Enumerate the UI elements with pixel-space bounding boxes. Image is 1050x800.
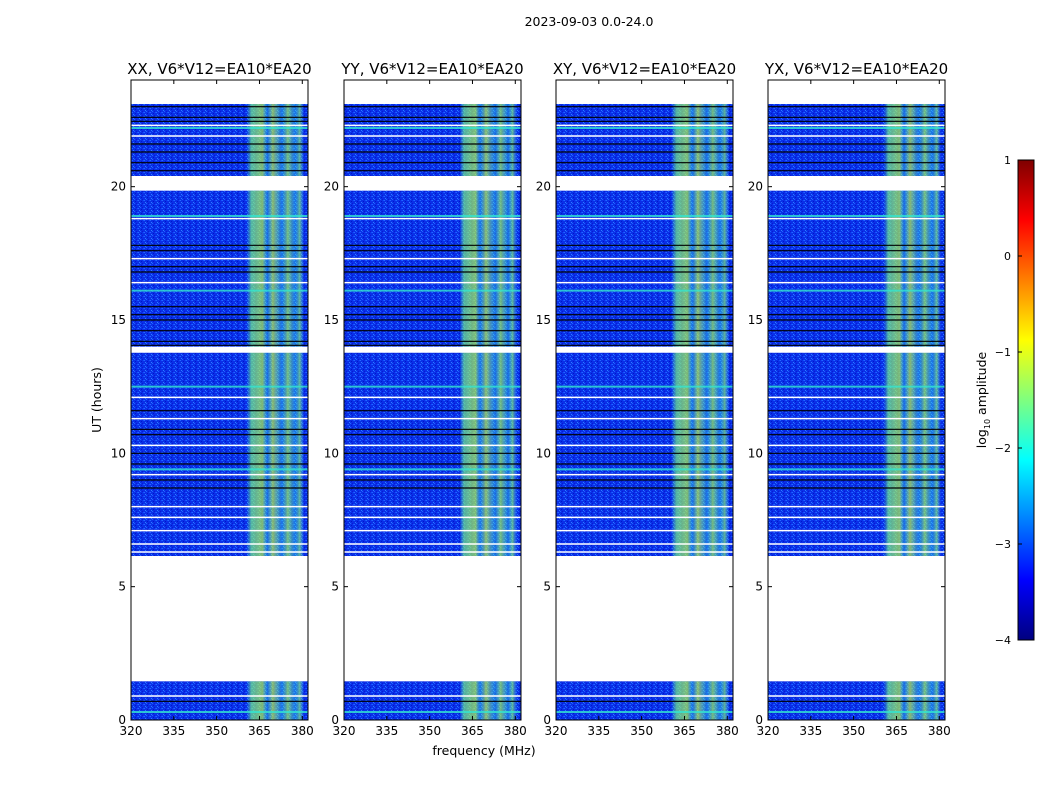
rfi-band <box>671 190 729 347</box>
rfi-band <box>246 190 304 347</box>
x-tick-label: 365 <box>885 724 908 738</box>
x-tick-label: 365 <box>461 724 484 738</box>
x-tick-label: 335 <box>587 724 610 738</box>
colorbar-tick-label: −4 <box>995 634 1011 647</box>
y-tick-label: 15 <box>111 313 126 327</box>
panel-title: XX, V6*V12=EA10*EA20 <box>127 60 311 78</box>
x-tick-label: 350 <box>842 724 865 738</box>
colorbar-ticks: 1 0 −1 −2 −3 −4 <box>995 154 1022 647</box>
y-tick-label: 10 <box>536 446 551 460</box>
colorbar-label: log10 amplitude <box>974 351 992 448</box>
y-tick-label: 5 <box>118 580 126 594</box>
figure-suptitle: 2023-09-03 0.0-24.0 <box>525 14 654 29</box>
y-tick-label: 5 <box>543 580 551 594</box>
panel-group: XX, V6*V12=EA10*EA20 320 335 350 365 380 0 5 10 1… <box>89 60 951 758</box>
colorbar: 1 0 −1 −2 −3 −4 log10 amplitude <box>974 154 1035 647</box>
rfi-band <box>883 681 941 720</box>
x-tick-label: 350 <box>630 724 653 738</box>
rfi-band <box>246 352 304 556</box>
colorbar-tick-label: −1 <box>995 346 1011 359</box>
rfi-band <box>459 352 517 556</box>
rfi-band <box>883 352 941 556</box>
y-tick-label: 20 <box>324 180 339 194</box>
y-tick-label: 5 <box>755 580 763 594</box>
panel-title: YY, V6*V12=EA10*EA20 <box>340 60 523 78</box>
x-tick-label: 380 <box>716 724 739 738</box>
y-tick-label: 0 <box>331 713 339 727</box>
x-tick-label: 320 <box>333 724 356 738</box>
x-tick-label: 380 <box>928 724 951 738</box>
plot-frame <box>130 79 309 721</box>
x-tick-label: 320 <box>120 724 143 738</box>
y-tick-label: 10 <box>111 446 126 460</box>
colorbar-tick-label: 1 <box>1004 154 1011 167</box>
y-tick-label: 10 <box>748 446 763 460</box>
rfi-band <box>671 352 729 556</box>
rfi-band <box>671 681 729 720</box>
y-tick-label: 5 <box>331 580 339 594</box>
y-tick-label: 20 <box>748 180 763 194</box>
panel-4: YX, V6*V12=EA10*EA20 320 335 350 365 380 0 5 10 1… <box>748 60 951 738</box>
y-tick-label: 15 <box>536 313 551 327</box>
rfi-band <box>459 681 517 720</box>
panel-2: YY, V6*V12=EA10*EA20 320 335 350 365 380 0 5 10 1… <box>324 60 536 758</box>
panel-title: YX, V6*V12=EA10*EA20 <box>764 60 948 78</box>
plot-frame <box>343 79 522 721</box>
x-tick-label: 350 <box>205 724 228 738</box>
x-tick-label: 320 <box>757 724 780 738</box>
rfi-band <box>883 104 941 176</box>
panel-3: XY, V6*V12=EA10*EA20 320 335 350 365 380 0 5 10 1… <box>536 60 739 738</box>
rfi-band <box>459 104 517 176</box>
plot-frame <box>555 79 734 721</box>
y-tick-label: 15 <box>748 313 763 327</box>
y-tick-label: 0 <box>755 713 763 727</box>
y-tick-label: 10 <box>324 446 339 460</box>
y-tick-label: 20 <box>111 180 126 194</box>
panel-title: XY, V6*V12=EA10*EA20 <box>553 60 736 78</box>
colorbar-tick-label: −3 <box>995 538 1011 551</box>
x-tick-label: 380 <box>291 724 314 738</box>
colorbar-tick-label: 0 <box>1004 250 1011 263</box>
colorbar-tick-label: −2 <box>995 442 1011 455</box>
rfi-band <box>671 104 729 176</box>
x-tick-label: 335 <box>375 724 398 738</box>
x-tick-label: 380 <box>504 724 527 738</box>
panel-1: XX, V6*V12=EA10*EA20 320 335 350 365 380 0 5 10 1… <box>89 60 314 738</box>
y-tick-label: 0 <box>543 713 551 727</box>
y-tick-label: 15 <box>324 313 339 327</box>
x-axis-label: frequency (MHz) <box>432 743 535 758</box>
x-tick-label: 365 <box>673 724 696 738</box>
x-tick-label: 320 <box>545 724 568 738</box>
y-axis-label: UT (hours) <box>89 367 104 433</box>
y-tick-label: 0 <box>118 713 126 727</box>
rfi-band <box>246 104 304 176</box>
y-tick-label: 20 <box>536 180 551 194</box>
x-tick-label: 365 <box>248 724 271 738</box>
rfi-band <box>459 190 517 347</box>
colorbar-gradient <box>1017 159 1035 641</box>
plot-frame <box>767 79 946 721</box>
x-tick-label: 335 <box>162 724 185 738</box>
rfi-band <box>883 190 941 347</box>
x-tick-label: 335 <box>799 724 822 738</box>
x-tick-label: 350 <box>418 724 441 738</box>
rfi-band <box>246 681 304 720</box>
